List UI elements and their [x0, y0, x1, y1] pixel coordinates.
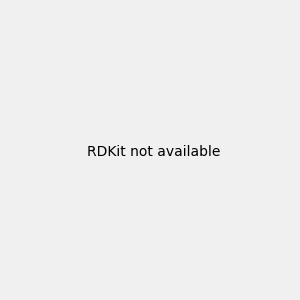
Text: RDKit not available: RDKit not available	[87, 145, 220, 158]
